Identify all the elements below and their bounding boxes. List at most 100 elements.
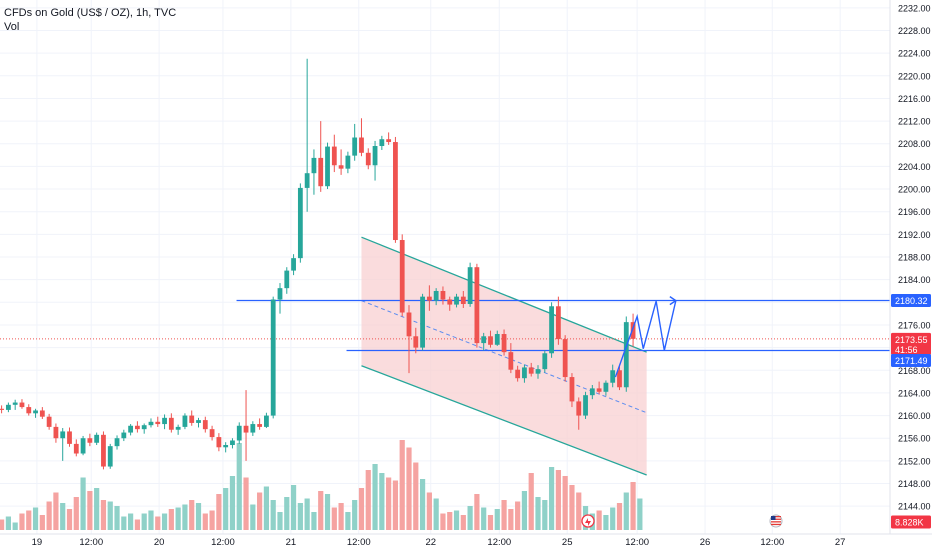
candle-body <box>338 165 344 169</box>
candle-body <box>189 415 195 423</box>
badge-lower-level: 2171.49 <box>891 354 931 368</box>
candle-body <box>562 339 568 378</box>
candle <box>420 293 425 351</box>
candle <box>535 365 541 379</box>
candle <box>338 149 344 175</box>
candle <box>610 364 616 388</box>
candle <box>162 414 167 430</box>
candle-body <box>433 290 439 301</box>
candle-body <box>535 369 541 374</box>
candle-body <box>284 270 290 289</box>
badge-volume: 8.828K <box>891 515 931 529</box>
y-tick-label: 2196.00 <box>898 207 931 217</box>
volume-bar <box>39 515 45 530</box>
volume-bar <box>603 515 609 530</box>
candle <box>413 327 419 354</box>
candle-body <box>304 173 310 188</box>
volume-bar <box>80 477 86 530</box>
volume-bar <box>284 497 290 530</box>
volume-bar <box>66 509 73 530</box>
y-tick-label: 2152.00 <box>898 456 931 466</box>
volume-bar <box>372 464 378 530</box>
candle-body <box>297 187 303 259</box>
volume-bar <box>107 501 113 530</box>
y-tick-label: 2220.00 <box>898 71 931 81</box>
candle <box>67 427 72 447</box>
volume-bar <box>209 510 215 530</box>
volume-bar <box>195 503 202 530</box>
candle-body <box>372 146 378 166</box>
volume-bar <box>610 507 616 530</box>
candle-body <box>12 402 18 405</box>
volume-bar <box>535 497 541 530</box>
volume-bar <box>202 513 208 530</box>
volume-bar <box>345 512 351 530</box>
volume-bar <box>474 494 480 530</box>
y-tick-label: 2164.00 <box>898 388 931 398</box>
candle-body <box>420 296 425 348</box>
volume-bar <box>60 503 66 530</box>
volume-bar <box>311 512 317 530</box>
badge-volume-text: 8.828K <box>895 518 924 528</box>
candle <box>250 421 256 436</box>
candle <box>393 136 398 243</box>
candle-body <box>365 152 371 166</box>
volume-bar <box>623 492 629 530</box>
volume-bar <box>290 485 297 530</box>
candle-body <box>264 415 269 427</box>
candle <box>494 330 500 346</box>
candle <box>562 335 568 382</box>
candle <box>325 142 330 190</box>
y-tick-label: 2188.00 <box>898 253 931 263</box>
candle-body <box>107 446 113 467</box>
x-tick-label: 20 <box>154 537 165 548</box>
candle-body <box>474 267 480 344</box>
candle <box>5 402 11 413</box>
candle-body <box>209 429 215 438</box>
candle-body <box>135 425 140 430</box>
candle <box>623 316 629 392</box>
y-tick-label: 2212.00 <box>898 117 931 127</box>
volume-bar <box>134 519 140 530</box>
candle <box>311 149 317 195</box>
candle <box>26 404 32 416</box>
volume-bars <box>0 440 643 530</box>
x-tick-label: 12:00 <box>487 537 511 548</box>
candle-body <box>270 299 276 416</box>
volume-bar <box>318 491 324 530</box>
volume-bar <box>562 476 568 530</box>
volume-bar <box>12 522 18 530</box>
candle-body <box>291 258 296 271</box>
candle-body <box>121 432 127 439</box>
candle-body <box>73 443 79 454</box>
volume-bar <box>494 509 500 530</box>
volume-bar <box>426 492 432 530</box>
candle <box>19 399 25 409</box>
volume-bar <box>331 507 337 530</box>
volume-bar <box>297 503 303 530</box>
chart-legend: CFDs on Gold (US$ / OZ), 1h, TVC Vol <box>4 6 176 34</box>
volume-bar <box>406 447 412 530</box>
x-tick-label: 26 <box>700 537 711 548</box>
candle <box>209 425 215 441</box>
y-tick-label: 2176.00 <box>898 320 931 330</box>
volume-bar <box>481 507 487 530</box>
candle-body <box>223 445 229 448</box>
candle-body <box>257 424 263 427</box>
volume-bar <box>114 506 120 530</box>
x-tick-label: 12:00 <box>211 537 235 548</box>
volume-bar <box>419 479 426 530</box>
y-tick-label: 2148.00 <box>898 479 931 489</box>
badge-last-price-text: 41:56 <box>895 345 918 355</box>
volume-bar <box>413 462 419 530</box>
candle <box>121 429 127 442</box>
candle <box>243 390 249 461</box>
candle <box>230 438 235 449</box>
candle-body <box>494 334 500 345</box>
projection-arrowhead <box>669 296 678 306</box>
candle <box>372 140 378 181</box>
volume-bar <box>352 500 358 530</box>
